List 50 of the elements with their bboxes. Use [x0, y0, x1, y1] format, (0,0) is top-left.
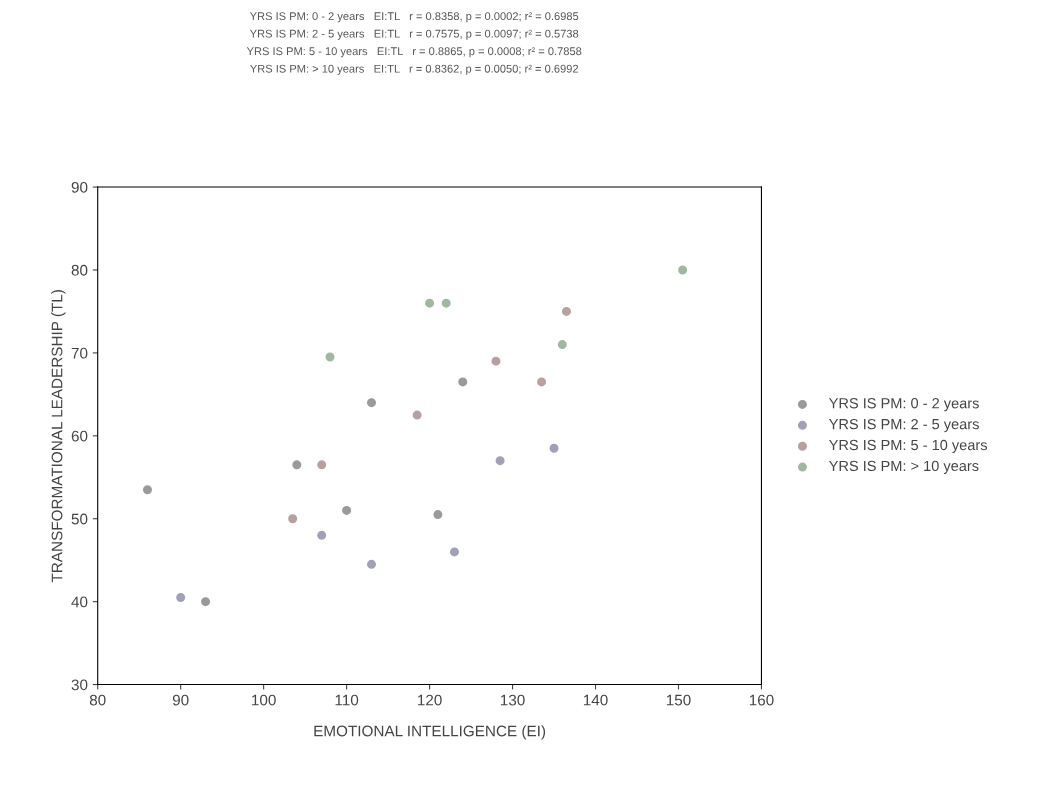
point	[342, 505, 352, 515]
y-tick-label: 80	[71, 264, 88, 276]
legend-label: YRS IS PM: 5 - 10 years	[829, 439, 988, 454]
x-tick-label: 120	[418, 694, 442, 706]
point	[495, 456, 505, 466]
x-tick-label: 130	[500, 694, 525, 706]
point	[292, 460, 302, 470]
y-axis-title: TRANSFORMATIONAL LEADERSHIP (TL)	[51, 290, 66, 583]
legend-label: YRS IS PM: > 10 years	[829, 460, 979, 474]
point	[317, 530, 327, 540]
y-tick-label: 70	[71, 347, 88, 359]
point	[441, 298, 451, 308]
point	[449, 547, 459, 557]
legend-label: YRS IS PM: 0 - 2 years	[829, 398, 979, 412]
x-tick-label: 100	[252, 694, 276, 706]
point	[367, 559, 376, 569]
x-axis-title: EMOTIONAL INTELLIGENCE (EI)	[314, 725, 546, 740]
text: YRS IS PM: > 10 years EI:TL r = 0.8362, p = 0.0050; r² = 0.6992	[250, 64, 579, 75]
text: YRS IS PM: 0 - 2 years EI:TL r = 0.8358, p = 0.0002; r² = 0.6985	[249, 12, 579, 23]
x-tick-label: 160	[749, 694, 774, 706]
y-tick-label: 50	[71, 513, 88, 525]
x-tick-label: 110	[335, 694, 359, 706]
point	[561, 306, 571, 316]
y-tick-label: 40	[71, 596, 88, 608]
y-tick-label: 60	[71, 430, 88, 442]
point	[142, 485, 152, 495]
y-tick-label: 90	[71, 181, 88, 193]
x-tick-label: 140	[583, 694, 608, 706]
text: YRS IS PM: 5 - 10 years EI:TL r = 0.8865, p = 0.0008; r² = 0.7858	[246, 47, 582, 58]
point	[425, 298, 435, 308]
point	[288, 514, 298, 524]
y-tick-label: 30	[71, 679, 88, 691]
point	[433, 510, 443, 520]
point	[367, 398, 376, 408]
x-tick-label: 80	[89, 694, 106, 706]
point	[491, 356, 501, 366]
x-tick-label: 90	[172, 694, 189, 706]
point	[678, 265, 688, 275]
point	[458, 377, 468, 387]
legend-label: YRS IS PM: 2 - 5 years	[829, 418, 979, 433]
x-tick-label: 150	[666, 694, 691, 706]
point	[176, 592, 186, 602]
point	[325, 352, 335, 362]
point	[317, 460, 327, 470]
point	[557, 340, 567, 350]
text: YRS IS PM: 2 - 5 years EI:TL r = 0.7575, p = 0.0097; r² = 0.5738	[249, 29, 579, 40]
point	[201, 597, 211, 607]
point	[537, 377, 547, 387]
point	[412, 410, 422, 420]
point	[549, 443, 559, 453]
